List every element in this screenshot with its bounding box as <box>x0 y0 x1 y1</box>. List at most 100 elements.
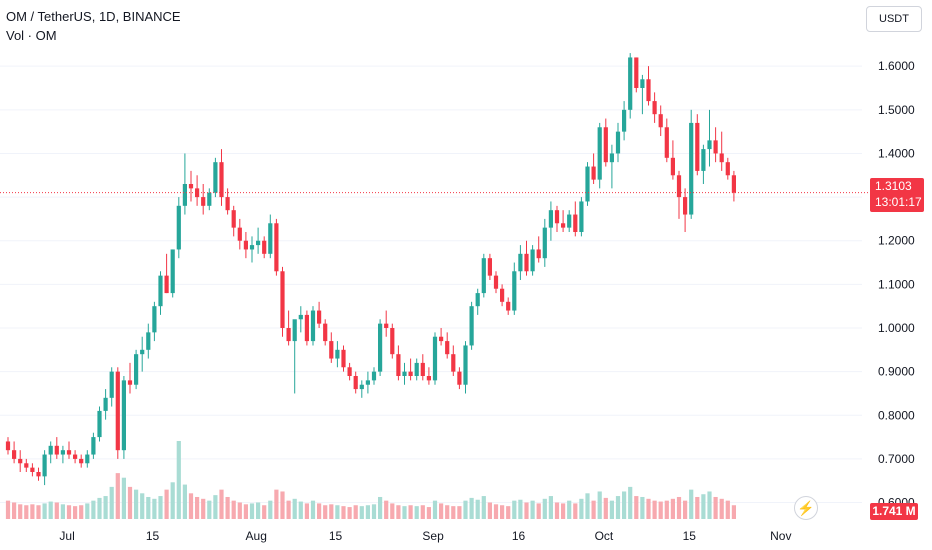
volume-bar <box>731 505 736 519</box>
volume-bar <box>432 500 438 519</box>
candle-body <box>432 336 438 381</box>
time-axis-label: 15 <box>329 529 343 543</box>
candle-body <box>548 210 553 228</box>
volume-bar <box>481 496 486 519</box>
volume-bar <box>634 496 639 519</box>
volume-bar <box>683 500 688 519</box>
candle-body <box>201 197 206 206</box>
candle-body <box>60 450 65 455</box>
candle-body <box>487 258 492 276</box>
candle-body <box>243 240 248 250</box>
volume-bar <box>628 486 633 519</box>
candle-body <box>12 450 17 459</box>
volume-bar <box>109 486 114 519</box>
price-axis-label: 1.6000 <box>878 59 915 73</box>
volume-bar <box>249 503 255 519</box>
volume-bar <box>60 504 65 519</box>
candle-body <box>561 223 566 228</box>
volume-bar <box>396 505 401 519</box>
volume-bar <box>329 504 334 519</box>
price-axis-label: 1.2000 <box>878 234 915 248</box>
time-axis-label: 15 <box>683 529 697 543</box>
volume-bar <box>195 496 200 519</box>
candle-body <box>317 310 322 324</box>
volume-bar <box>323 505 328 519</box>
volume-bar <box>140 493 145 519</box>
volume-bar <box>30 504 35 519</box>
volume-bar <box>280 491 285 519</box>
candle-body <box>66 450 72 455</box>
candle-body <box>170 249 175 294</box>
volume-bar <box>725 500 730 519</box>
candle-body <box>689 122 694 215</box>
candle-body <box>30 467 35 472</box>
volume-bar <box>164 489 169 519</box>
volume-bar <box>12 502 17 519</box>
candle-body <box>445 341 450 355</box>
candle-body <box>91 437 96 455</box>
symbol-title: OM / TetherUS, 1D, BINANCE <box>6 9 181 24</box>
volume-bar <box>609 500 614 519</box>
volume-bar <box>670 498 675 519</box>
candle-body <box>439 336 444 342</box>
candle-body <box>85 454 90 464</box>
volume-bar <box>451 506 456 519</box>
price-axis-label: 1.0000 <box>878 321 915 335</box>
volume-bar <box>371 504 377 519</box>
volume-bar <box>506 506 511 519</box>
candle-body <box>5 441 11 451</box>
candle-body <box>597 127 602 180</box>
currency-button[interactable]: USDT <box>866 6 922 32</box>
lightning-icon[interactable]: ⚡ <box>794 496 818 520</box>
volume-bar <box>231 500 236 519</box>
candle-body <box>603 127 608 163</box>
candle-body <box>347 367 352 376</box>
candle-body <box>500 288 505 302</box>
volume-bar <box>158 496 163 519</box>
last-price-tag: 1.3103 13:01:17 <box>870 178 924 212</box>
volume-bar <box>713 496 718 519</box>
candle-body <box>658 114 663 128</box>
candle-body <box>378 323 383 372</box>
volume-bar <box>378 496 383 519</box>
candle-body <box>451 354 456 372</box>
candle-body <box>481 258 486 294</box>
volume-bar <box>524 502 529 519</box>
volume-bar <box>298 501 303 519</box>
volume-bar <box>536 503 541 519</box>
volume-bar <box>91 500 96 519</box>
candle-body <box>115 371 120 451</box>
volume-bar <box>225 496 230 519</box>
volume-bar <box>384 500 389 519</box>
candle-body <box>652 101 657 115</box>
candle-body <box>390 328 395 355</box>
price-axis-label: 0.8000 <box>878 408 915 422</box>
volume-bar <box>365 505 370 519</box>
volume-bar <box>5 500 11 519</box>
volume-bar <box>548 496 553 519</box>
volume-bar <box>146 496 151 519</box>
candle-body <box>146 332 151 350</box>
candle-body <box>134 354 139 385</box>
price-axis-label: 0.9000 <box>878 365 915 379</box>
volume-bar <box>585 493 590 519</box>
candle-body <box>280 271 285 328</box>
candle-body <box>140 349 145 355</box>
candle-body <box>152 306 157 333</box>
candle-body <box>298 314 303 320</box>
volume-bar <box>182 484 187 519</box>
candle-body <box>646 79 651 102</box>
volume-bar <box>152 498 157 519</box>
price-axis-label: 0.7000 <box>878 452 915 466</box>
volume-bar <box>579 498 584 519</box>
candle-body <box>707 140 712 150</box>
candle-body <box>664 127 669 158</box>
volume-bar <box>701 494 706 519</box>
volume-bar <box>542 498 547 519</box>
volume-bar <box>689 489 694 519</box>
candle-body <box>225 197 230 211</box>
volume-bar <box>268 500 273 519</box>
volume-bar <box>85 503 90 519</box>
volume-bar <box>292 498 297 519</box>
